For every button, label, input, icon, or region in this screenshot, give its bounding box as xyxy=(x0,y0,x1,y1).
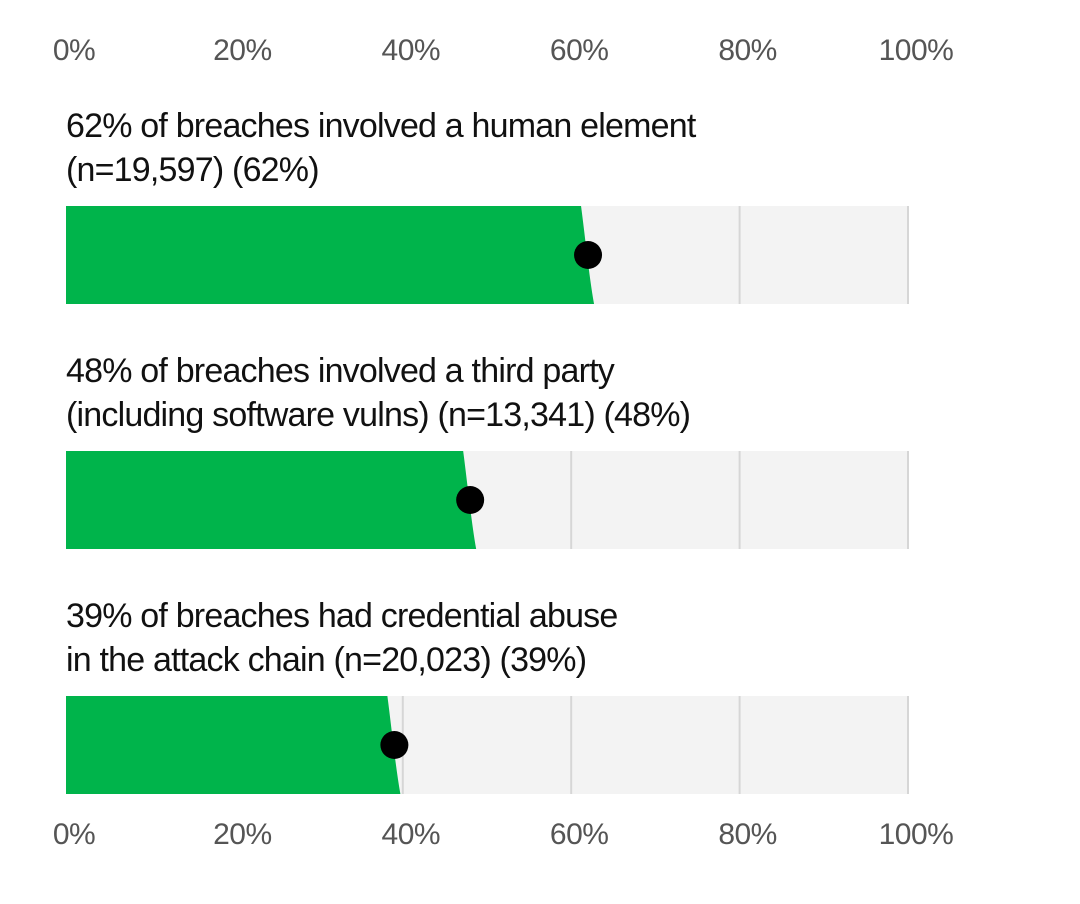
top-axis: 0% 20% 40% 60% 80% 100% xyxy=(0,34,1080,74)
top-axis-tick-label: 100% xyxy=(878,34,954,67)
bottom-axis-tick-label: 40% xyxy=(381,818,441,851)
bar-fill xyxy=(66,206,595,304)
bar-label-human-element: 62% of breaches involved a human element… xyxy=(66,104,966,192)
bar-label-credential-abuse: 39% of breaches had credential abuse in … xyxy=(66,594,966,682)
bar-label-line: 62% of breaches involved a human element xyxy=(66,107,696,145)
bar-value-marker xyxy=(456,486,485,514)
bottom-axis-tick-label: 100% xyxy=(878,818,954,851)
bar-label-line: 39% of breaches had credential abuse xyxy=(66,597,618,635)
bar-fill xyxy=(66,451,477,549)
bar-label-line: (n=19,597) (62%) xyxy=(66,151,320,189)
top-axis-tick-label: 0% xyxy=(52,34,96,67)
top-axis-tick-label: 80% xyxy=(718,34,777,67)
bottom-axis-tick-label: 20% xyxy=(213,818,272,851)
bar-label-third-party: 48% of breaches involved a third party (… xyxy=(66,349,966,437)
bar-label-line: 48% of breaches involved a third party xyxy=(66,352,615,390)
bar-label-line: in the attack chain (n=20,023) (39%) xyxy=(66,641,587,679)
top-axis-tick-label: 40% xyxy=(381,34,441,67)
bottom-axis-tick-label: 80% xyxy=(718,818,777,851)
bottom-axis: 0% 20% 40% 60% 80% 100% xyxy=(0,818,1080,858)
bar-label-line: (including software vulns) (n=13,341) (4… xyxy=(66,396,691,434)
bar-fill xyxy=(66,696,401,794)
top-axis-tick-label: 20% xyxy=(213,34,272,67)
bottom-axis-tick-label: 60% xyxy=(549,818,609,851)
top-axis-tick-label: 60% xyxy=(549,34,609,67)
bar-value-marker xyxy=(380,731,409,759)
bottom-axis-tick-label: 0% xyxy=(52,818,96,851)
bar-value-marker xyxy=(574,241,603,269)
